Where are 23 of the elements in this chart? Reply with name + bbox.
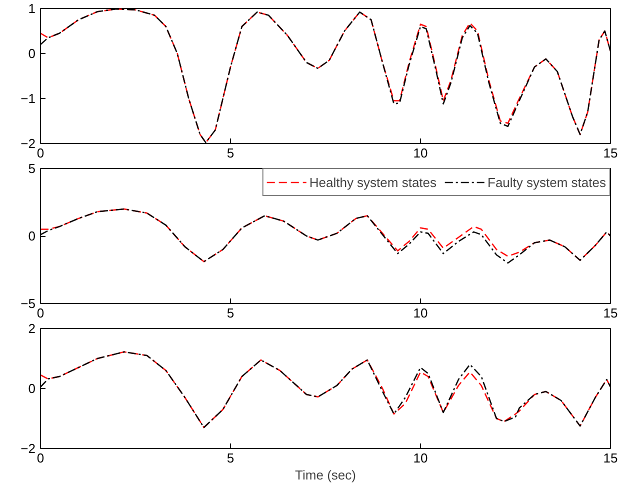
y-tick-label: 2: [28, 321, 36, 336]
x-tick-label: 10: [413, 306, 428, 320]
x-tick-label: 10: [413, 450, 428, 466]
y-tick-label: 0: [28, 228, 36, 244]
x-tick-label: 15: [603, 306, 618, 320]
x-tick-label: 10: [413, 146, 428, 160]
y-tick-label: 0: [28, 46, 36, 61]
y-tick-label: 5: [28, 161, 36, 176]
x-tick-label: 5: [226, 306, 234, 320]
x-tick-label: 15: [603, 450, 618, 466]
x-tick-label: 5: [226, 450, 234, 466]
legend-label: Faulty system states: [488, 174, 606, 190]
line-series: [40, 8, 610, 144]
legend-label: Healthy system states: [309, 174, 437, 190]
y-tick-label: −1: [20, 91, 36, 106]
y-tick-label: 0: [28, 381, 36, 396]
x-axis-title: Time (sec): [295, 468, 356, 482]
x-tick-label: 15: [603, 146, 618, 160]
y-tick-label: −5: [20, 296, 36, 311]
y-tick-label: −2: [20, 136, 36, 151]
y-tick-label: −2: [20, 441, 36, 456]
y-tick-label: 1: [28, 1, 36, 16]
x-tick-label: 5: [226, 146, 234, 160]
